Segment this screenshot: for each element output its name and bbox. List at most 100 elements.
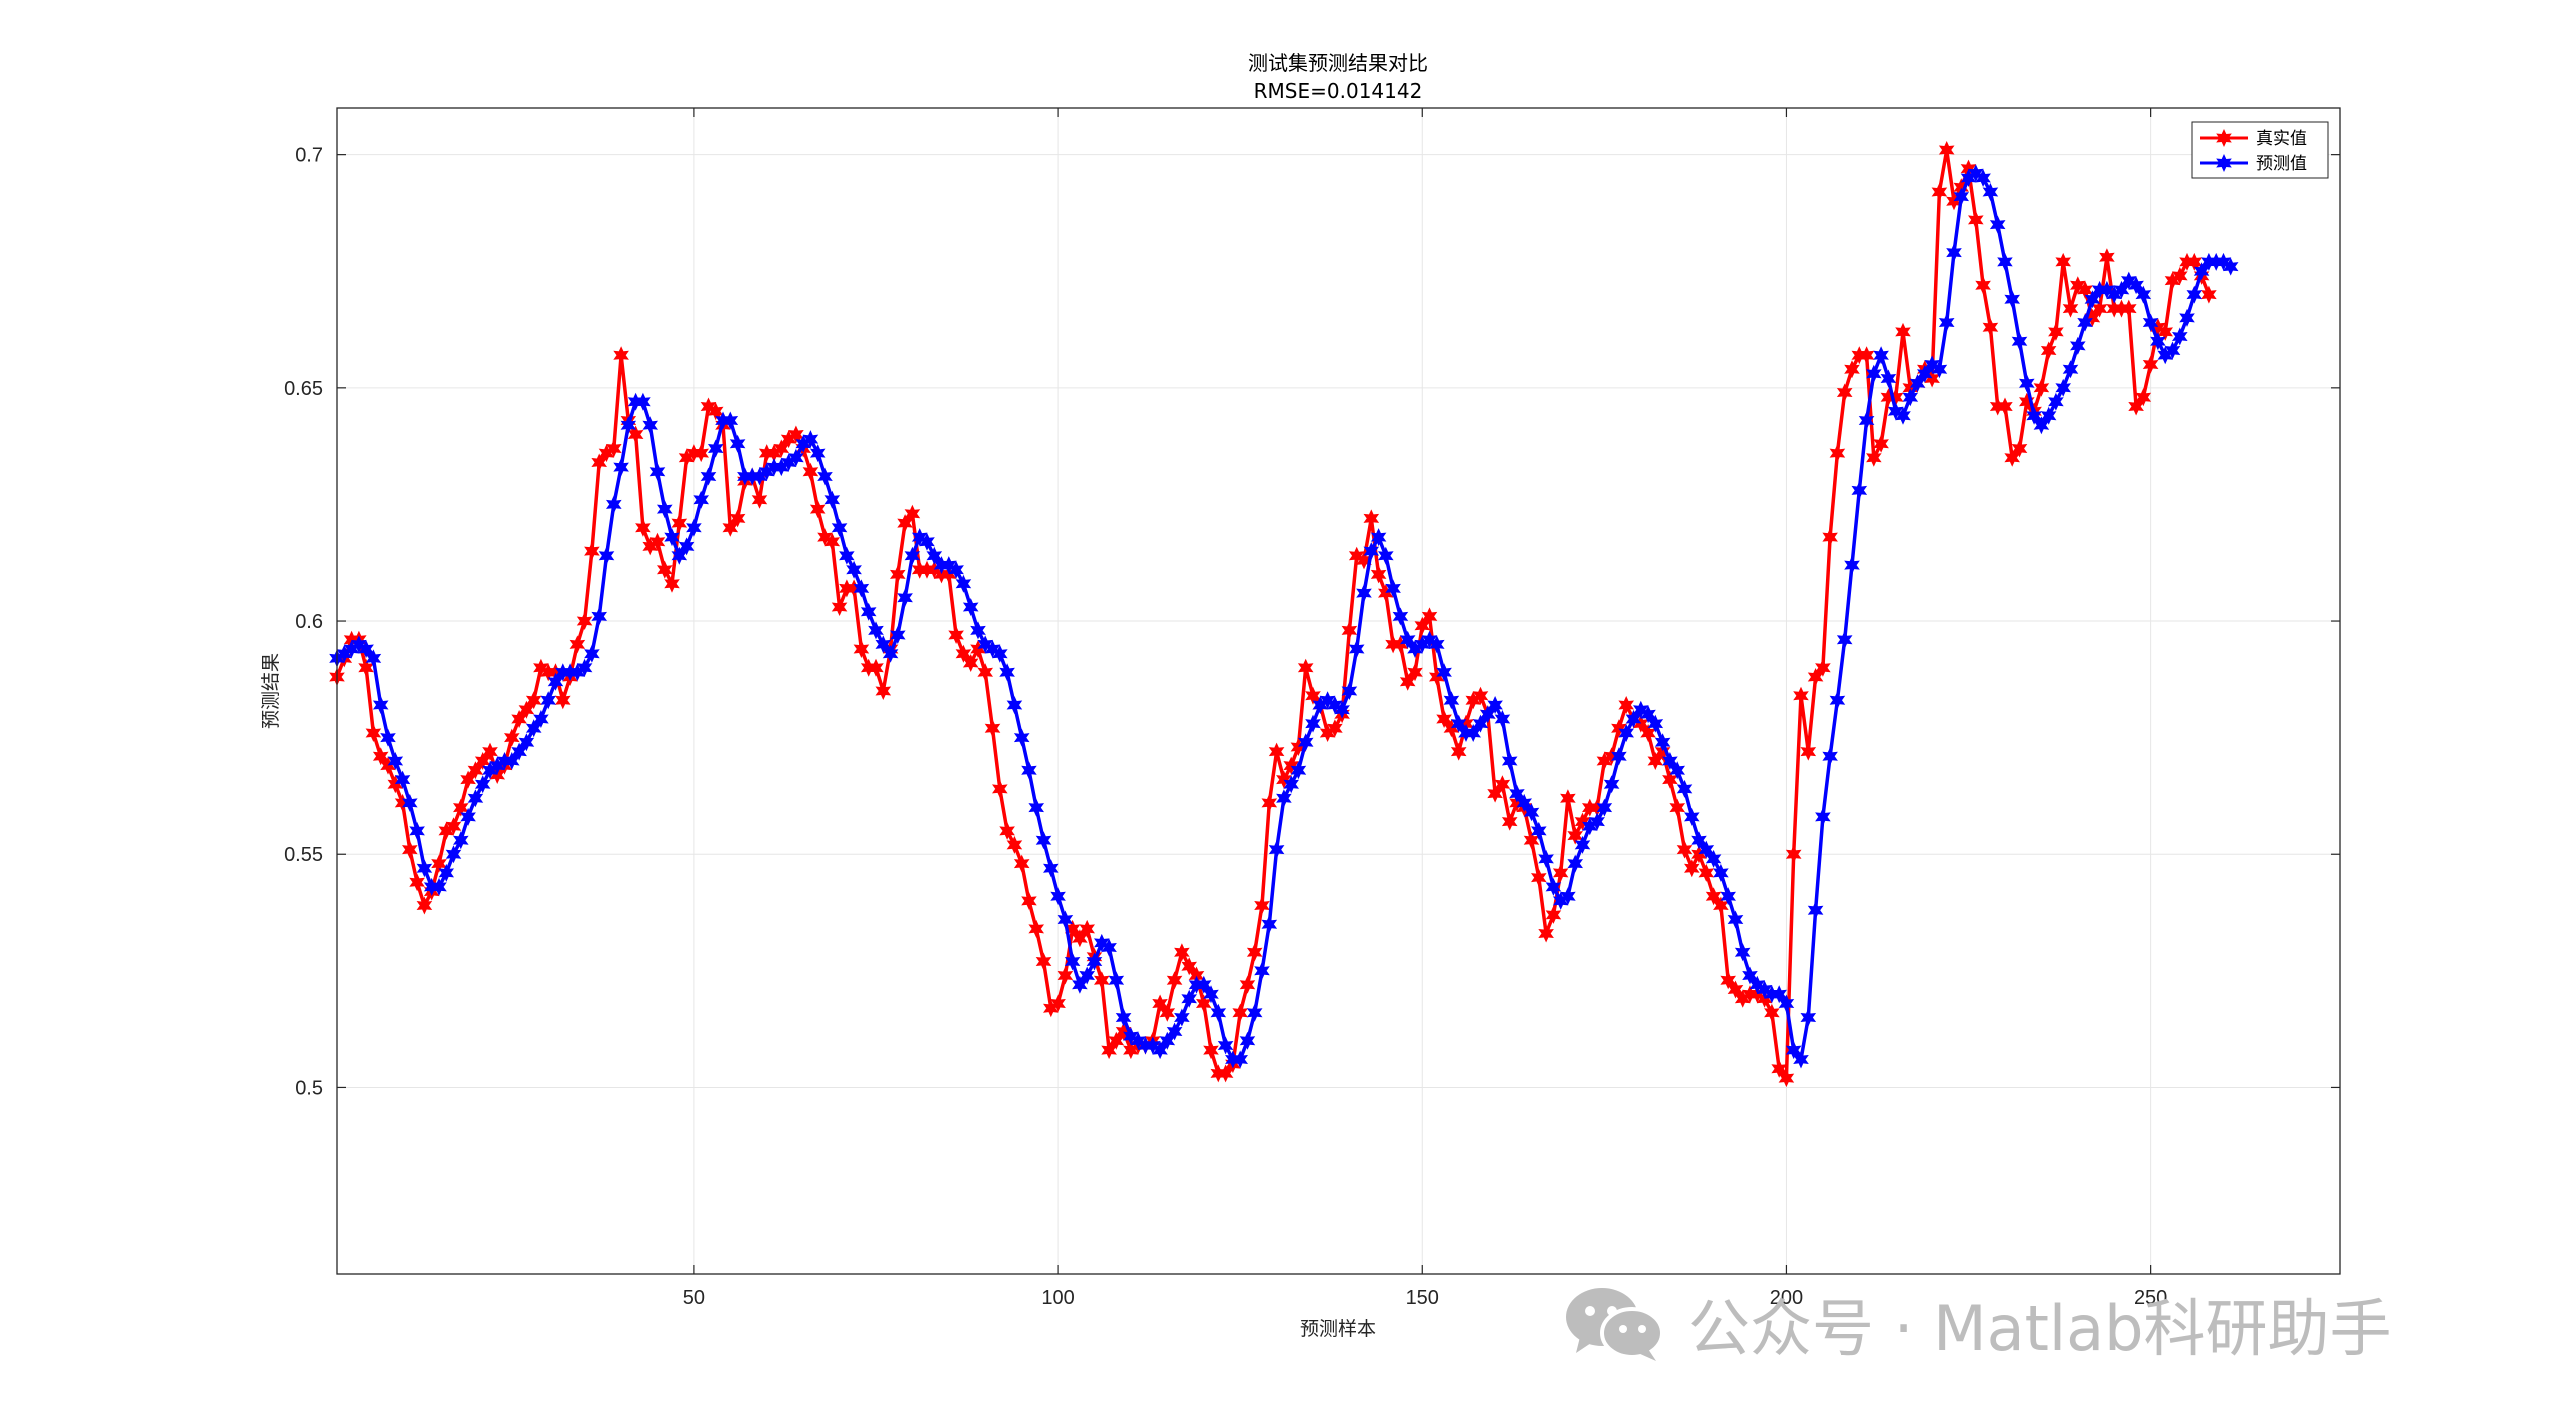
data-point-marker <box>1713 863 1729 882</box>
data-point-marker <box>1880 388 1897 407</box>
data-point-marker <box>1531 868 1547 887</box>
data-point-marker <box>431 877 447 896</box>
data-point-marker <box>1283 756 1299 775</box>
watermark-text: 公众号 · Matlab科研助手 <box>1688 1292 2392 1365</box>
data-point-marker <box>1166 971 1183 990</box>
data-point-marker <box>576 612 593 630</box>
data-point-marker <box>1487 784 1503 803</box>
data-point-marker <box>1676 779 1693 798</box>
data-point-marker <box>1305 714 1321 733</box>
data-point-marker <box>1370 528 1387 547</box>
data-point-marker <box>802 430 819 449</box>
data-point-marker <box>372 696 389 714</box>
data-point-marker <box>1902 378 1919 397</box>
data-point-marker <box>1887 402 1904 421</box>
data-point-marker <box>1749 985 1766 1004</box>
data-point-marker <box>1035 952 1052 971</box>
data-point-marker <box>2048 322 2064 341</box>
data-point-marker <box>1297 733 1314 752</box>
data-point-marker <box>1924 369 1940 388</box>
data-point-marker <box>1232 1050 1248 1069</box>
data-point-marker <box>2135 388 2152 407</box>
data-point-marker <box>635 518 651 537</box>
data-point-marker <box>620 416 637 435</box>
data-point-marker <box>489 766 505 784</box>
data-point-marker <box>839 579 855 598</box>
data-point-marker <box>2201 252 2217 271</box>
data-point-marker <box>453 798 469 817</box>
data-point-marker <box>824 490 841 509</box>
data-point-marker <box>2208 252 2224 271</box>
data-point-marker <box>474 752 491 770</box>
chart-subtitle: RMSE=0.014142 <box>1254 79 1423 103</box>
data-point-marker <box>1968 164 1984 183</box>
data-point-marker <box>2113 299 2130 318</box>
data-point-marker <box>1086 952 1103 971</box>
data-point-marker <box>511 710 527 728</box>
data-point-marker <box>1684 859 1700 878</box>
data-point-marker <box>1589 812 1605 831</box>
data-point-marker <box>1676 840 1693 859</box>
data-point-marker <box>693 444 709 463</box>
data-point-marker <box>1064 919 1081 938</box>
data-point-marker <box>1938 141 1955 159</box>
data-point-marker <box>525 691 542 710</box>
data-point-marker <box>496 752 513 770</box>
data-point-marker <box>1531 821 1547 840</box>
data-point-marker <box>1188 966 1205 985</box>
data-point-marker <box>1829 691 1846 710</box>
data-point-marker <box>919 532 935 551</box>
data-point-marker <box>1363 542 1380 561</box>
data-point-marker <box>744 467 760 486</box>
data-point-marker <box>941 556 957 575</box>
data-point-marker <box>1152 994 1168 1013</box>
data-point-marker <box>1705 849 1722 868</box>
data-point-marker <box>1327 696 1343 714</box>
data-point-marker <box>2055 252 2071 271</box>
data-point-marker <box>584 644 600 663</box>
data-point-marker <box>1465 691 1481 710</box>
data-point-marker <box>1392 607 1409 626</box>
data-point-marker <box>780 430 797 449</box>
data-point-marker <box>1917 364 1933 383</box>
data-point-marker <box>1647 752 1664 770</box>
data-point-marker <box>751 490 768 509</box>
data-point-marker <box>2070 276 2086 295</box>
data-point-marker <box>343 630 360 649</box>
data-point-marker <box>642 537 658 556</box>
data-point-marker <box>533 658 549 677</box>
data-point-marker <box>758 462 775 481</box>
data-point-marker <box>1960 159 1977 178</box>
data-point-marker <box>882 644 899 663</box>
data-point-marker <box>897 588 913 607</box>
data-point-marker <box>423 877 440 896</box>
data-point-marker <box>1924 355 1940 374</box>
data-point-marker <box>1982 318 1999 337</box>
data-point-marker <box>1356 584 1372 603</box>
data-point-marker <box>773 439 790 458</box>
data-point-marker <box>1115 1022 1132 1041</box>
data-point-marker <box>2019 374 2035 393</box>
data-point-marker <box>1196 994 1212 1013</box>
data-point-marker <box>351 635 367 654</box>
data-point-marker <box>1450 714 1467 733</box>
data-point-marker <box>409 873 425 892</box>
data-point-marker <box>1975 169 1991 187</box>
data-point-marker <box>970 621 986 640</box>
data-point-marker <box>2157 346 2173 365</box>
data-point-marker <box>1407 663 1423 682</box>
data-point-marker <box>933 556 950 575</box>
data-point-marker <box>1254 896 1270 915</box>
data-point-marker <box>948 626 964 644</box>
data-point-marker <box>1654 742 1671 761</box>
x-axis-label: 预测样本 <box>1300 1318 1376 1340</box>
data-point-marker <box>955 644 972 663</box>
data-point-marker <box>1021 761 1037 780</box>
data-point-marker <box>1800 1008 1817 1027</box>
data-point-marker <box>2223 257 2239 276</box>
data-point-marker <box>387 775 404 794</box>
data-point-marker <box>1159 1003 1176 1022</box>
data-point-marker <box>1203 985 1219 1004</box>
data-point-marker <box>1633 700 1649 719</box>
data-point-marker <box>2033 416 2050 435</box>
